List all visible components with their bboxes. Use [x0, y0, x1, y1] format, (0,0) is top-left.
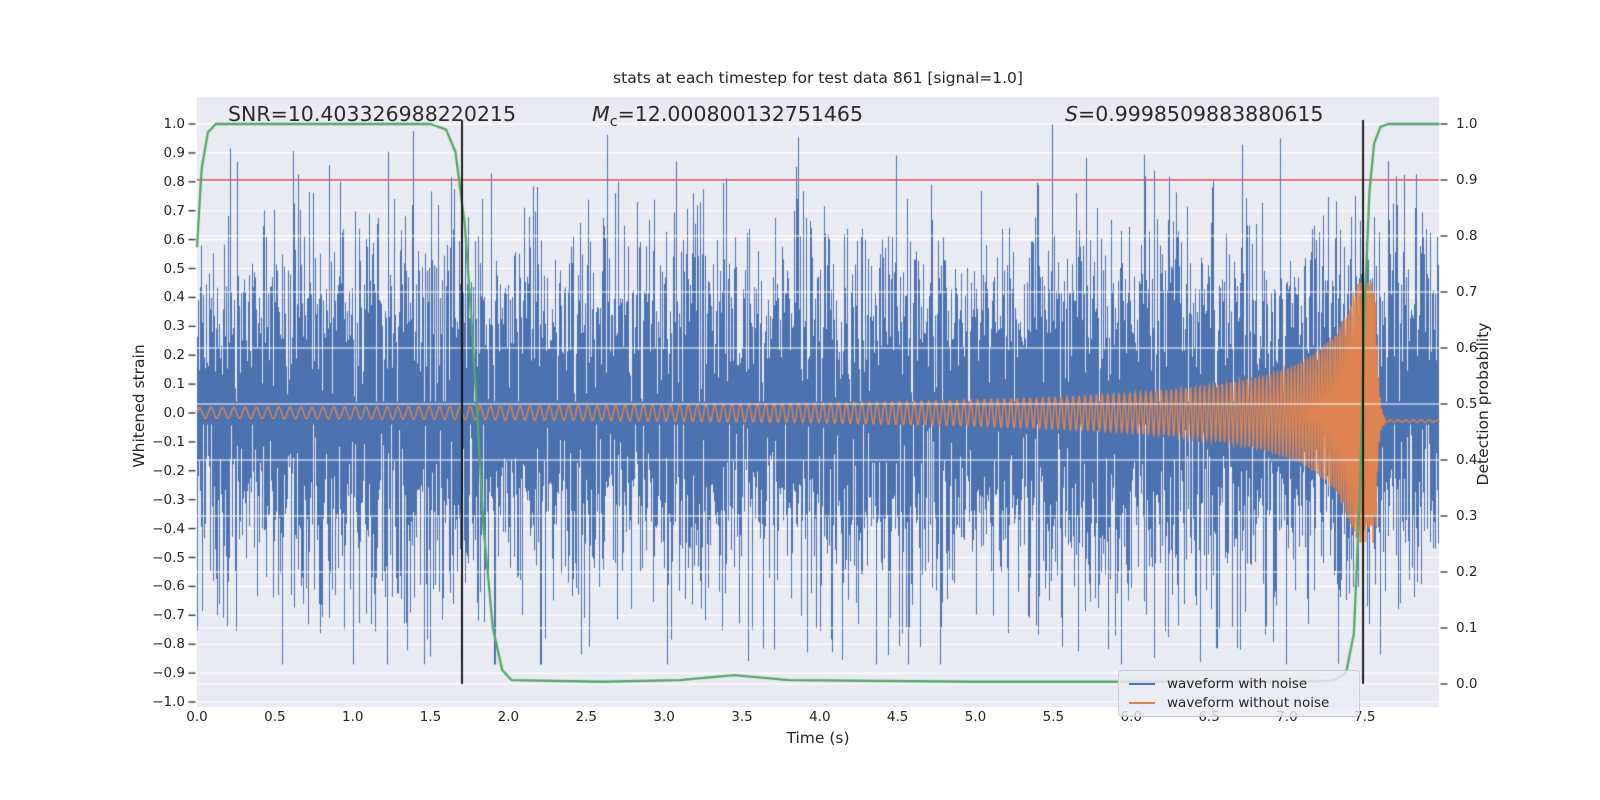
y-right-tick-label: 0.8 — [1456, 228, 1478, 244]
x-tick-label: 4.5 — [886, 709, 909, 725]
x-tick-label: 4.0 — [809, 709, 831, 725]
x-tick-label: 0.5 — [264, 709, 286, 725]
y-left-tick-label: −0.2 — [152, 462, 185, 479]
legend: waveform with noise waveform without noi… — [1118, 670, 1360, 717]
x-tick-label: 5.5 — [1042, 709, 1065, 725]
x-tick-label: 1.0 — [341, 709, 364, 725]
y-left-tick-label: 0.7 — [163, 202, 185, 219]
y-left-tick-label: 0.9 — [163, 144, 185, 161]
left-axis-label: Whitened strain — [130, 344, 148, 468]
y-left-tick-label: 0.1 — [163, 376, 185, 393]
legend-swatch-clean — [1129, 702, 1155, 704]
x-axis-label: Time (s) — [786, 729, 850, 747]
snr-annotation: SNR=10.403326988220215 — [228, 102, 517, 126]
y-left-tick-label: 1.0 — [163, 116, 185, 132]
y-left-tick-label: −0.6 — [152, 578, 185, 595]
y-left-tick-label: 0.4 — [163, 289, 185, 306]
legend-label-noise: waveform with noise — [1167, 676, 1308, 692]
x-tick-label: 5.0 — [964, 709, 987, 725]
y-left-tick-label: −0.3 — [152, 491, 185, 508]
y-left-tick-label: −0.4 — [152, 520, 185, 537]
y-left-tick-label: 0.3 — [163, 318, 185, 335]
chirp-mass-subscript: c — [609, 114, 618, 131]
y-left-tick-label: −0.5 — [152, 549, 185, 566]
y-left-tick-label: 0.5 — [163, 260, 185, 277]
x-tick-label: 1.5 — [419, 709, 442, 725]
y-left-tick-label: −0.9 — [152, 665, 185, 682]
y-left-tick-label: 0.8 — [163, 173, 185, 190]
y-right-tick-label: 0.0 — [1456, 676, 1478, 692]
y-left-tick-label: 0.6 — [163, 231, 185, 248]
x-tick-label: 2.0 — [497, 709, 520, 725]
y-left-tick-label: −0.1 — [152, 433, 185, 450]
y-right-tick-label: 0.3 — [1456, 508, 1478, 524]
x-tick-label: 3.5 — [731, 709, 753, 725]
y-right-tick-label: 0.7 — [1456, 284, 1478, 300]
significance-value: =0.9998509883880615 — [1078, 102, 1324, 126]
y-left-tick-label: −1.0 — [152, 694, 185, 710]
y-right-tick-label: 0.2 — [1456, 564, 1478, 580]
y-right-tick-label: 1.0 — [1456, 116, 1478, 132]
y-right-tick-label: 0.9 — [1456, 172, 1478, 188]
y-right-tick-label: 0.4 — [1456, 452, 1478, 468]
significance-annotation: S=0.9998509883880615 — [1065, 102, 1323, 126]
chart-title: stats at each timestep for test data 861… — [613, 69, 1023, 87]
x-tick-label: 3.0 — [653, 709, 675, 725]
significance-symbol: S — [1065, 102, 1079, 126]
legend-swatch-noise — [1129, 683, 1155, 685]
x-tick-label: 2.5 — [575, 709, 598, 725]
chirp-mass-annotation: Mc=12.000800132751465 — [592, 102, 863, 130]
y-left-tick-label: −0.8 — [152, 636, 185, 653]
legend-label-clean: waveform without noise — [1167, 695, 1330, 711]
legend-row-noise: waveform with noise — [1129, 676, 1351, 692]
y-left-tick-label: 0.2 — [163, 347, 185, 364]
y-right-tick-label: 0.1 — [1456, 620, 1478, 636]
x-tick-label: 0.0 — [186, 709, 208, 725]
y-left-tick-label: −0.7 — [152, 607, 185, 624]
chirp-mass-symbol: M — [592, 102, 610, 126]
y-left-tick-label: 0.0 — [163, 405, 185, 421]
y-right-tick-label: 0.6 — [1456, 340, 1478, 356]
chirp-mass-value: =12.000800132751465 — [617, 102, 863, 126]
y-right-tick-label: 0.5 — [1456, 396, 1478, 412]
legend-row-clean: waveform without noise — [1129, 695, 1351, 711]
